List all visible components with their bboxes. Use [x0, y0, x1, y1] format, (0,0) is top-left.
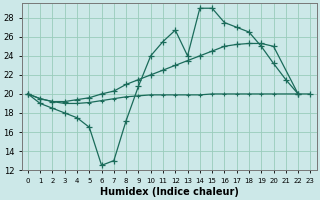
X-axis label: Humidex (Indice chaleur): Humidex (Indice chaleur) [100, 187, 239, 197]
